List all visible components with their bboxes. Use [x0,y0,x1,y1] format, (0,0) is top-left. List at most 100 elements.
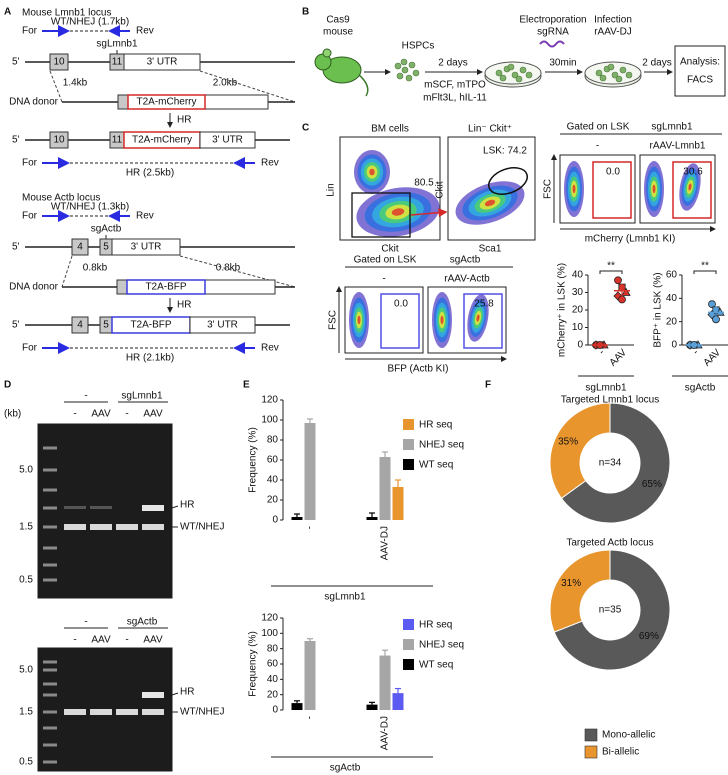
primer-label: For [22,211,38,222]
guide-label: sgActb [91,224,122,235]
exon [49,53,69,71]
density [476,314,480,322]
legend-swatch [403,459,414,470]
gel-unit: (kb) [4,409,21,420]
gate [592,161,632,219]
band [116,524,138,530]
label: FACS [687,75,713,86]
label: 0.8kb [216,263,241,274]
panel-letter: A [4,7,11,18]
legend-swatch [403,419,414,430]
group-label: sgLmnb1 [324,592,366,603]
utr [199,131,256,149]
label: WT/NHEJ (1.3kb) [51,202,129,213]
ladder-band [43,743,57,747]
cell [400,58,408,66]
bar [379,655,391,710]
y-tick-label: 120 [261,395,278,406]
locus-title: Mouse Lmnb1 locus [22,8,112,19]
cell [396,72,404,80]
density [652,184,656,194]
label: Lin [326,183,337,196]
y-tick-label: 100 [261,628,278,639]
exon [71,238,89,256]
gate [380,293,420,349]
y-tick-label: 10 [572,322,584,333]
y-tick-label: 40 [267,475,279,486]
bar [392,487,404,520]
primer-label: Rev [261,158,279,169]
y-tick-label: 60 [267,659,279,670]
label: T2A-mCherry [132,135,192,146]
point [708,300,716,309]
primer-label: For [22,158,38,169]
cassette [126,279,206,295]
cell [511,71,519,79]
cell [394,62,402,70]
cell [525,71,533,79]
label: Ckit [435,181,446,198]
cell [412,69,420,77]
cell [515,75,523,83]
cell [625,71,633,79]
ladder-band [43,682,57,686]
label: HR [180,500,194,511]
band [64,506,86,509]
legend-swatch [403,639,414,650]
significance-bracket [693,270,717,274]
cell [408,61,416,69]
band-pointer [171,692,179,696]
y-tick-label: 20 [572,305,584,316]
band [116,709,138,715]
label: 1.5 [19,522,33,533]
label: 3' UTR [207,320,238,331]
label: 0.8kb [83,263,108,274]
x-tick-label: - [305,716,316,719]
legend-label: WT seq [419,660,453,671]
homology-guide [199,70,296,103]
label: 0.5 [19,575,33,586]
bar [291,517,303,520]
label: DNA donor [9,282,59,293]
y-tick-label: 80 [267,643,279,654]
y-tick-label: 0 [272,705,278,716]
label: HR [180,687,194,698]
y-tick-label: 60 [267,455,279,466]
ladder-band [43,668,57,672]
ladder-band [43,506,57,510]
label: sgLmnb1 [121,391,163,402]
ladder-band [43,693,57,697]
primer-label: For [22,26,38,37]
homology-guide [61,255,73,288]
label: rAAV-Actb [444,274,490,285]
utr [189,316,256,334]
band [142,709,164,715]
label: mFlt3L, hIL-11 [423,93,487,104]
gate [463,293,503,349]
label: - [596,141,599,152]
label: - [125,635,128,646]
label: 1.4kb [63,78,88,89]
panel-letter: E [243,380,250,391]
label: HR (2.1kb) [126,353,174,364]
label: 25.8 [474,299,494,310]
x-tick-label: AAV [702,347,724,369]
gate [351,192,411,238]
legend-label: HR seq [419,420,452,431]
donut-slice [553,549,671,671]
label: 3' UTR [147,57,178,68]
significance: ** [701,261,709,272]
label: FSC [328,310,339,330]
label: 5.0 [19,465,33,476]
label: Sca1 [479,244,502,255]
label: 10 [53,135,65,146]
label: - [73,635,76,646]
end-label: 5' [12,242,20,253]
y-tick-label: 0 [577,340,583,351]
ladder-band [43,660,57,664]
donut-slice [549,402,611,499]
bar [366,517,378,520]
label: Ckit [381,244,398,255]
donut-center: n=35 [599,605,622,616]
